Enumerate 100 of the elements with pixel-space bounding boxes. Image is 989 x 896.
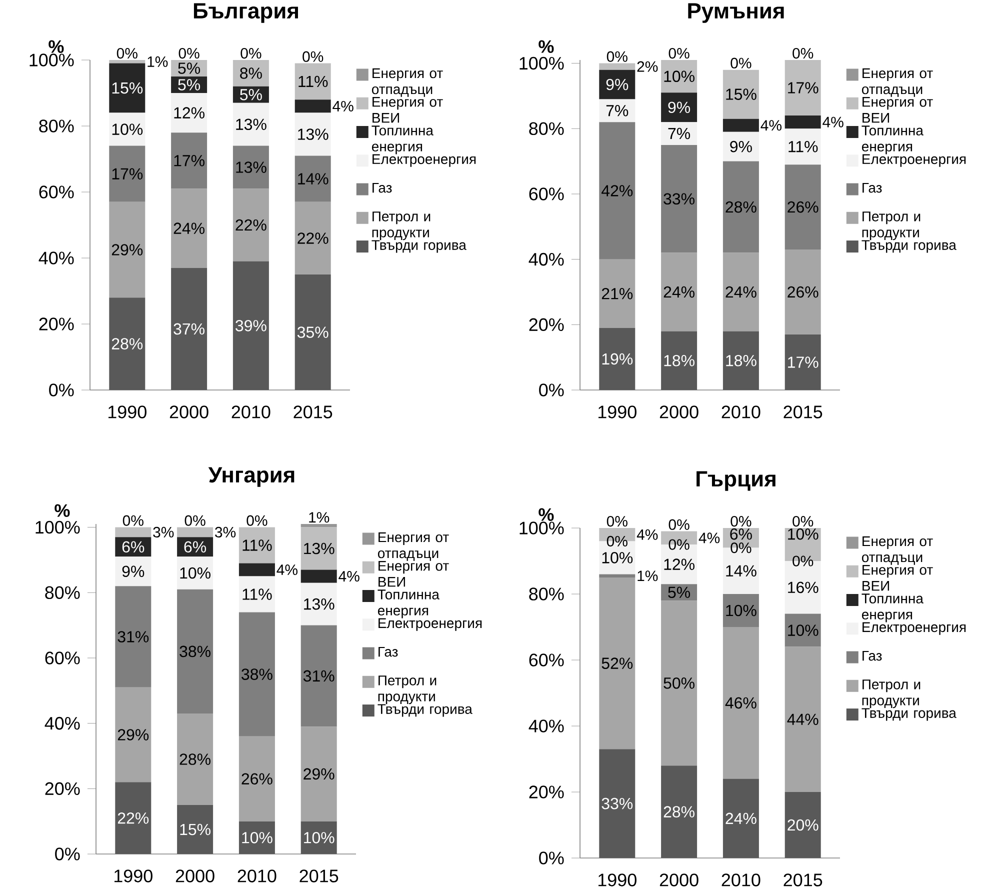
- data-label: 14%: [726, 565, 756, 577]
- data-label: 0%: [240, 48, 262, 59]
- y-tick-label: 60%: [39, 186, 74, 198]
- data-label: 33%: [664, 193, 694, 205]
- bar: [238, 736, 275, 822]
- bar: [177, 527, 214, 538]
- data-label: 15%: [180, 824, 210, 836]
- bar: [109, 112, 146, 146]
- data-label: 0%: [792, 556, 814, 566]
- y-tick-label: 20%: [45, 782, 80, 796]
- x-tick-label: 2010: [722, 406, 760, 418]
- legend-label: Енергия от отпадъци: [372, 68, 443, 97]
- bar: [238, 821, 275, 854]
- y-tick-label: 0%: [49, 384, 74, 396]
- y-tick-label: 0%: [539, 852, 564, 864]
- x-tick-label: 2015: [784, 406, 822, 418]
- data-label: 3%: [215, 526, 236, 538]
- bar: [784, 164, 821, 250]
- bar: [300, 582, 337, 626]
- data-label: 24%: [664, 286, 694, 298]
- data-label: 3%: [153, 526, 174, 538]
- legend-label: Петрол и продукти: [862, 212, 920, 240]
- bar: [599, 99, 636, 122]
- bar: [232, 146, 269, 189]
- data-label: 0%: [730, 58, 752, 68]
- bar: [109, 298, 146, 390]
- data-label: 10%: [788, 624, 818, 636]
- y-axis-title: %: [54, 504, 70, 517]
- x-tick-label: 1990: [108, 406, 146, 418]
- bar: [171, 188, 208, 268]
- y-tick-label: 100%: [520, 56, 564, 70]
- legend-label: Електроенергия: [862, 622, 966, 635]
- data-label: 29%: [112, 244, 143, 256]
- data-label: 52%: [602, 658, 633, 669]
- data-label: 6%: [122, 541, 144, 553]
- data-label: 4%: [276, 564, 298, 576]
- data-label: 4%: [636, 529, 658, 540]
- data-label: 4%: [822, 116, 844, 128]
- x-tick-label: 2015: [784, 874, 822, 886]
- data-label: 24%: [174, 222, 204, 234]
- bar: [238, 576, 275, 612]
- data-label: 50%: [664, 677, 694, 689]
- data-label: 9%: [606, 78, 628, 90]
- legend-label: Електроенергия: [378, 618, 482, 631]
- data-label: 28%: [726, 201, 756, 213]
- bar: [294, 100, 331, 113]
- data-label: 10%: [602, 552, 633, 564]
- y-tick-label: 80%: [45, 586, 80, 600]
- x-tick-label: 2015: [300, 870, 338, 882]
- data-label: 35%: [297, 326, 328, 338]
- y-tick-label: 60%: [529, 188, 564, 200]
- data-label: 13%: [236, 118, 266, 130]
- legend-label: Енергия от ВЕИ: [378, 561, 449, 587]
- bar: [784, 614, 821, 647]
- legend-label: Твърди горива: [378, 704, 472, 717]
- data-label: 29%: [118, 729, 149, 740]
- bar: [722, 627, 759, 779]
- data-label: 21%: [602, 288, 633, 300]
- data-label: 10%: [304, 832, 334, 844]
- legend-label: Енергия от отпадъци: [378, 532, 449, 561]
- data-label: 20%: [788, 819, 818, 831]
- data-label: 17%: [112, 168, 143, 180]
- bar: [238, 563, 275, 576]
- data-label: 22%: [118, 812, 149, 824]
- y-tick-label: 40%: [528, 720, 564, 732]
- bar: [599, 63, 636, 70]
- bar: [300, 625, 337, 727]
- legend-label: Газ: [378, 646, 398, 657]
- y-axis-title: %: [48, 40, 64, 53]
- legend-label: Газ: [862, 182, 882, 193]
- bar: [232, 102, 269, 146]
- bar: [661, 252, 698, 332]
- bar: [599, 122, 636, 260]
- y-tick-label: 100%: [36, 520, 80, 534]
- bar: [722, 594, 759, 628]
- bar: [300, 527, 337, 570]
- data-label: 46%: [725, 697, 756, 709]
- legend-label: Твърди горива: [372, 240, 466, 253]
- legend-label: Твърди горива: [862, 708, 956, 721]
- x-tick-label: 2000: [176, 870, 214, 882]
- data-label: 1%: [148, 56, 168, 67]
- bar: [722, 118, 759, 132]
- y-tick-label: 40%: [44, 716, 80, 730]
- y-tick-label: 60%: [45, 652, 80, 664]
- data-label: 24%: [726, 286, 756, 298]
- y-tick-label: 60%: [529, 654, 564, 666]
- data-label: 9%: [730, 140, 752, 152]
- data-label: 12%: [664, 558, 694, 570]
- bar: [294, 112, 331, 156]
- bar: [722, 252, 759, 332]
- data-label: 5%: [178, 62, 200, 74]
- bar: [115, 527, 152, 538]
- legend-label: Газ: [862, 650, 882, 661]
- bar: [177, 589, 214, 714]
- legend-label: Електроенергия: [862, 154, 966, 167]
- data-label: 0%: [116, 48, 138, 59]
- x-tick-label: 1990: [114, 870, 152, 882]
- data-label: 0%: [792, 516, 814, 527]
- bar: [661, 600, 698, 766]
- y-tick-label: 100%: [30, 54, 74, 66]
